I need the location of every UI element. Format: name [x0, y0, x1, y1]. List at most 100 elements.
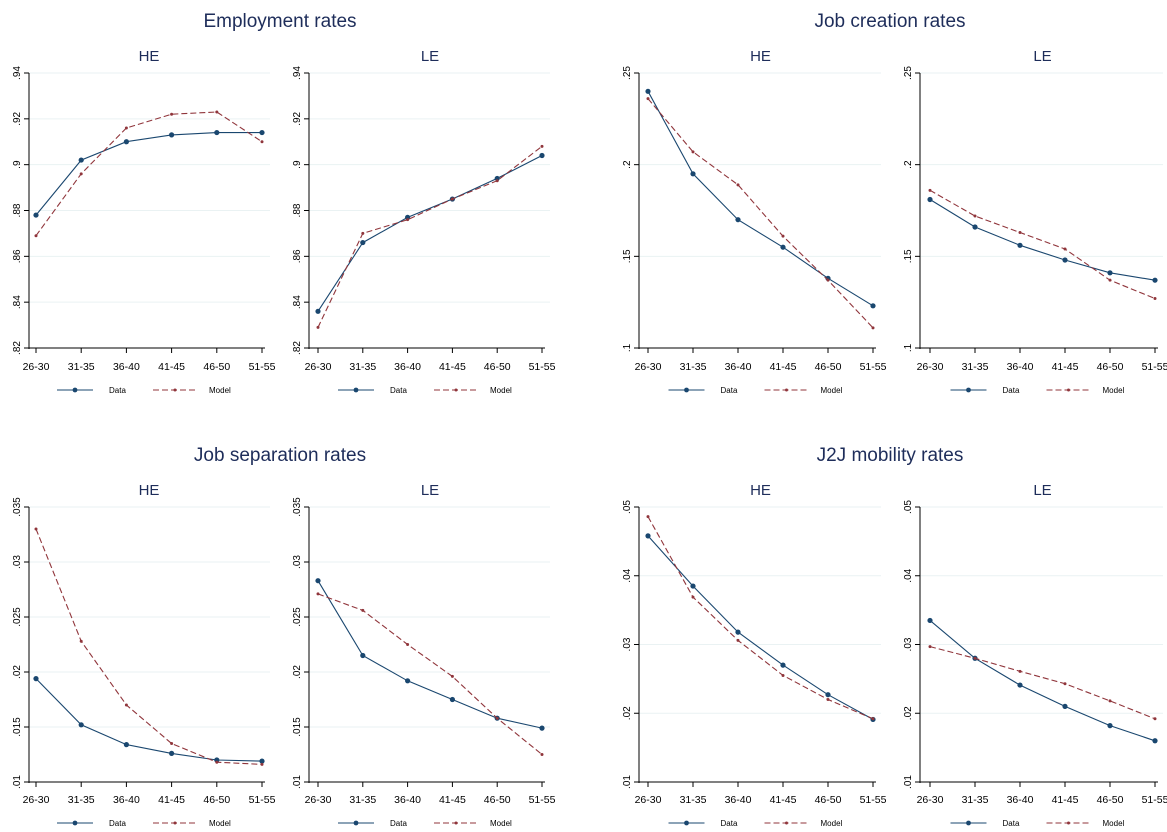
- x-tick-label: 26-30: [635, 361, 662, 373]
- series-model: [928, 188, 1157, 300]
- data-point: [360, 652, 366, 659]
- legend-data-label: Data: [721, 819, 738, 827]
- data-point: [825, 692, 831, 698]
- data-point: [170, 112, 174, 116]
- data-point: [33, 676, 39, 682]
- data-point: [1062, 257, 1068, 263]
- x-tick-label: 41-45: [770, 794, 797, 806]
- y-tick-label: .01: [903, 775, 914, 789]
- y-tick-label: .035: [12, 497, 23, 517]
- series-line: [647, 535, 874, 720]
- data-point: [781, 234, 785, 238]
- y-tick-label: .02: [622, 706, 633, 720]
- x-tick-label: 31-35: [680, 794, 707, 806]
- series-line: [317, 155, 543, 312]
- y-tick-label: .04: [903, 568, 914, 582]
- y-tick-label: .82: [292, 341, 303, 355]
- data-point: [495, 716, 499, 720]
- x-tick-label: 36-40: [113, 794, 140, 806]
- x-tick-label: 51-55: [249, 361, 276, 373]
- chart-1: Employment rates HE .82 .84 .86 .88 .9 .92 .94 26…: [12, 11, 556, 395]
- data-point: [405, 678, 411, 684]
- series-line: [647, 98, 874, 329]
- legend: Data Model: [950, 386, 1125, 395]
- series-line: [35, 111, 263, 237]
- legend-model-marker: [1067, 821, 1070, 825]
- legend-data-marker: [353, 820, 359, 826]
- x-tick-label: 36-40: [113, 361, 140, 373]
- data-point: [927, 196, 933, 203]
- data-point: [1018, 669, 1022, 673]
- x-tick-label: 26-30: [23, 794, 50, 806]
- legend-data-marker: [72, 387, 78, 393]
- x-tick-label: 31-35: [962, 361, 989, 373]
- series-line: [317, 145, 543, 328]
- data-point: [735, 629, 741, 635]
- y-tick-label: .01: [12, 775, 23, 789]
- series-data: [315, 578, 545, 731]
- x-tick-label: 51-55: [1142, 361, 1167, 373]
- series-data: [927, 196, 1158, 283]
- legend-data-label: Data: [109, 819, 126, 827]
- legend-model-label: Model: [490, 386, 512, 395]
- y-tick-label: .02: [12, 665, 23, 679]
- data-point: [1152, 277, 1158, 283]
- y-tick-label: .02: [292, 665, 303, 679]
- data-point: [405, 214, 411, 220]
- data-point: [495, 179, 499, 183]
- x-tick-label: 26-30: [305, 794, 332, 806]
- series-line: [929, 646, 1156, 720]
- data-point: [1063, 682, 1067, 686]
- y-tick-label: .1: [622, 343, 633, 352]
- series-data: [33, 676, 265, 764]
- data-point: [1017, 242, 1023, 248]
- series-line: [317, 580, 543, 729]
- x-tick-label: 36-40: [394, 361, 421, 373]
- panel-subtitle: HE: [750, 48, 771, 65]
- x-tick-label: 46-50: [203, 794, 230, 806]
- data-point: [169, 132, 175, 138]
- legend-model-marker: [1067, 388, 1070, 392]
- y-tick-label: .035: [292, 497, 303, 517]
- x-tick-label: 31-35: [680, 361, 707, 373]
- series-line: [647, 516, 874, 720]
- x-tick-label: 46-50: [484, 794, 511, 806]
- y-tick-label: .015: [292, 717, 303, 737]
- y-tick-label: .82: [12, 341, 23, 355]
- y-tick-label: .025: [292, 607, 303, 627]
- data-point: [1152, 738, 1158, 744]
- y-tick-label: .02: [903, 706, 914, 720]
- legend-model-marker: [173, 388, 177, 392]
- data-point: [259, 758, 265, 764]
- x-tick-label: 46-50: [203, 361, 230, 373]
- y-tick-label: .92: [292, 111, 303, 125]
- chart-2: Job creation rates HE .1 .15 .2 .25 26-30 31-35…: [622, 11, 1167, 395]
- y-tick-label: .25: [622, 66, 633, 80]
- legend: Data Model: [57, 819, 231, 828]
- data-point: [33, 212, 39, 218]
- data-point: [646, 97, 650, 101]
- series-model: [316, 592, 544, 756]
- series-data: [645, 88, 876, 309]
- x-tick-label: 41-45: [439, 361, 466, 373]
- data-point: [972, 224, 978, 230]
- chart-title: Job creation rates: [814, 11, 965, 32]
- x-tick-label: 41-45: [770, 361, 797, 373]
- series-data: [33, 129, 265, 218]
- x-tick-label: 51-55: [529, 361, 556, 373]
- y-tick-label: .04: [622, 568, 633, 582]
- x-tick-label: 31-35: [68, 361, 95, 373]
- y-tick-label: .86: [12, 249, 23, 263]
- legend-data-marker: [684, 387, 689, 393]
- data-point: [259, 129, 265, 136]
- x-tick-label: 46-50: [815, 361, 842, 373]
- panel-subtitle: HE: [750, 482, 771, 499]
- x-tick-label: 31-35: [349, 794, 376, 806]
- data-point: [973, 656, 977, 660]
- data-point: [315, 308, 321, 314]
- x-tick-label: 51-55: [860, 361, 887, 373]
- data-point: [1018, 231, 1022, 234]
- x-tick-label: 36-40: [1007, 361, 1034, 373]
